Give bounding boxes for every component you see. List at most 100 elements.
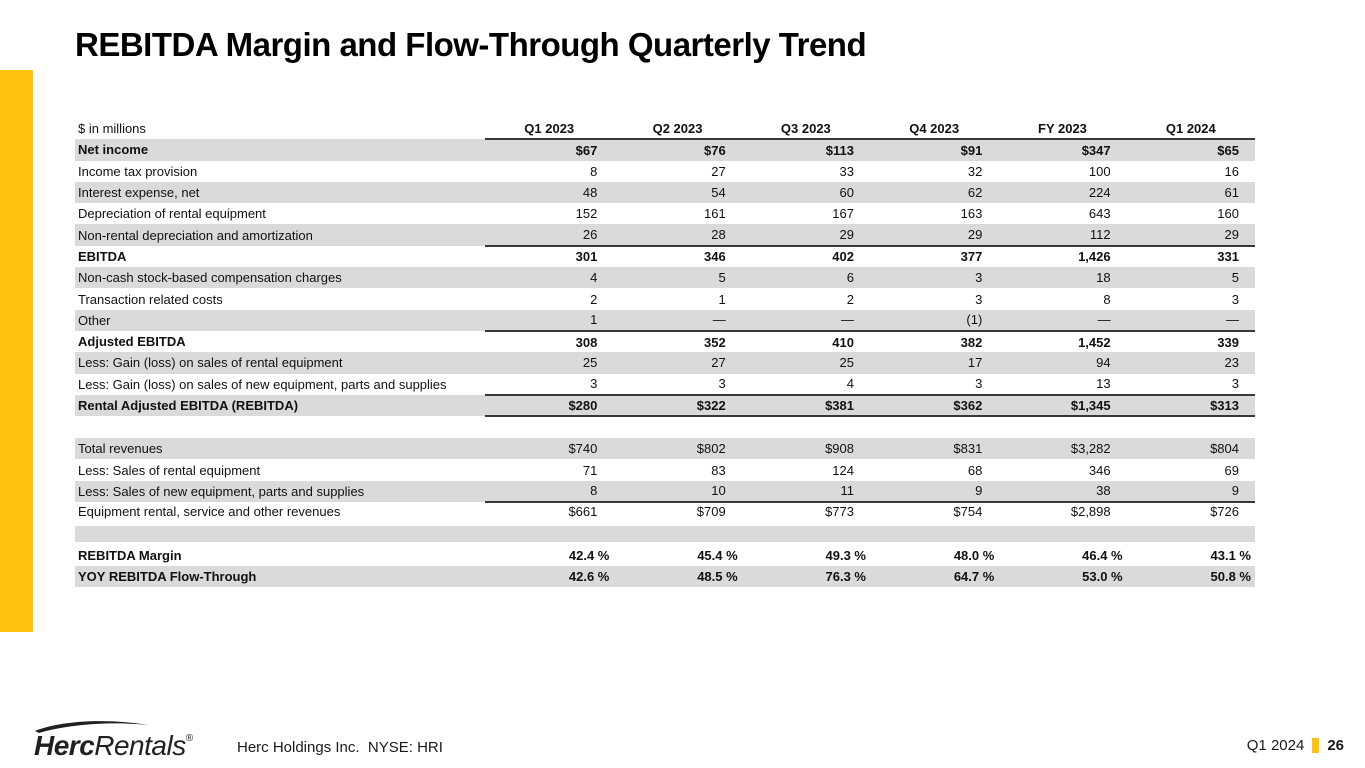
row-label: Less: Sales of rental equipment — [78, 462, 261, 478]
cell-value: 33 — [839, 163, 854, 179]
cell-value: — — [998, 309, 1127, 332]
cell-value: 48.0 % — [953, 548, 995, 564]
logo-wordmark: HercRentals® — [34, 730, 193, 762]
cell-value: 8 — [485, 480, 614, 504]
cell-value: 5 — [1126, 267, 1255, 289]
cell-value: 42.4 % — [568, 548, 610, 564]
cell-value: $754 — [870, 502, 999, 525]
cell-value: $322 — [613, 394, 742, 418]
cell-value: 3 — [870, 373, 999, 396]
cell-value: $804 — [1126, 438, 1255, 460]
row-label: Net income — [75, 139, 486, 161]
cell-value: 346 — [703, 249, 726, 265]
cell-value: 60 — [741, 181, 870, 204]
cell-value: 346 — [1088, 462, 1111, 478]
cell-value: $381 — [741, 394, 870, 418]
cell-value: 27 — [711, 163, 726, 179]
cell-value: $661 — [485, 502, 614, 525]
cell-value: 13 — [998, 373, 1127, 396]
slide-accent-bar — [0, 70, 33, 632]
row-label: Adjusted EBITDA — [78, 334, 186, 350]
cell-value: 410 — [832, 334, 854, 350]
financial-table-container: $ in millions Q1 2023 Q2 2023 Q3 2023 Q4 20… — [75, 118, 1255, 587]
cell-value: 9 — [1126, 480, 1255, 504]
table-row: Transaction related costs 2 1 2 3 8 3 — [75, 288, 1255, 309]
cell-value: 2 — [590, 291, 598, 307]
registered-trademark-symbol: ® — [185, 733, 194, 744]
cell-value: 45.4 % — [697, 548, 738, 564]
row-label: Interest expense, net — [75, 181, 486, 204]
cell-value: 17 — [870, 352, 999, 374]
cell-value: 43.1 % — [1210, 548, 1251, 564]
cell-value: $67 — [485, 139, 614, 161]
column-header: Q1 2023 — [485, 118, 614, 141]
cell-value: 163 — [960, 206, 983, 222]
cell-value: $773 — [741, 502, 870, 525]
cell-value: 2 — [846, 291, 854, 307]
cell-value: 42.6 % — [485, 565, 614, 587]
row-label: Equipment rental, service and other reve… — [78, 503, 341, 519]
cell-value: 10 — [613, 480, 742, 504]
spacer-cell — [75, 416, 1255, 439]
cell-value: $2,898 — [998, 502, 1127, 525]
table-header-row: $ in millions Q1 2023 Q2 2023 Q3 2023 Q4 20… — [75, 118, 1255, 141]
cell-value: $362 — [870, 394, 999, 418]
logo-text-rentals: Rentals — [94, 730, 186, 761]
cell-value: — — [741, 309, 870, 332]
table-row: Equipment rental, service and other reve… — [75, 502, 1255, 525]
row-label: REBITDA Margin — [78, 548, 182, 564]
cell-value: $313 — [1126, 394, 1255, 418]
table-row: Less: Sales of new equipment, parts and … — [75, 480, 1255, 504]
cell-value: $113 — [741, 139, 870, 161]
table-row: EBITDA 301 346 402 377 1,426 331 — [75, 246, 1255, 267]
cell-value: 29 — [741, 224, 870, 247]
cell-value: 4 — [485, 267, 614, 289]
cell-value: 152 — [575, 206, 598, 222]
cell-value: 29 — [870, 224, 999, 247]
table-row: Adjusted EBITDA 308 352 410 382 1,452 339 — [75, 331, 1255, 352]
table-row: Depreciation of rental equipment 152 161 16… — [75, 203, 1255, 224]
cell-value: 50.8 % — [1126, 565, 1255, 587]
row-label: Less: Gain (loss) on sales of rental equ… — [75, 352, 486, 374]
cell-value: 46.4 % — [1082, 548, 1123, 564]
cell-value: 1,426 — [1078, 249, 1111, 265]
table-row: Non-rental depreciation and amortization… — [75, 224, 1255, 247]
spacer-cell — [75, 520, 1255, 547]
table-row: Less: Sales of rental equipment 71 83 124 68… — [75, 459, 1255, 480]
cell-value: 3 — [1231, 291, 1239, 307]
footer-period-label: Q1 2024 — [1246, 737, 1305, 754]
cell-value: 331 — [1217, 249, 1239, 265]
page-title: REBITDA Margin and Flow-Through Quarterl… — [75, 26, 867, 63]
row-label: Income tax provision — [78, 163, 198, 179]
row-label: Other — [75, 309, 486, 331]
cell-value: 100 — [1088, 163, 1111, 179]
cell-value: 124 — [832, 462, 854, 478]
cell-value: 224 — [998, 181, 1127, 204]
cell-value: 5 — [613, 267, 742, 289]
cell-value: 3 — [975, 291, 983, 307]
column-header: FY 2023 — [998, 118, 1127, 141]
cell-value: $908 — [741, 438, 870, 460]
column-header: Q2 2023 — [613, 118, 742, 141]
cell-value: 62 — [870, 181, 999, 204]
cell-value: 308 — [575, 334, 598, 350]
cell-value: 402 — [832, 249, 854, 265]
cell-value: $347 — [998, 139, 1127, 161]
cell-value: 25 — [741, 352, 870, 374]
cell-value: $65 — [1126, 139, 1255, 161]
cell-value: 48.5 % — [613, 565, 742, 587]
cell-value: 3 — [870, 267, 999, 289]
footer-right-group: Q1 2024 26 — [1247, 737, 1344, 754]
row-label: Rental Adjusted EBITDA (REBITDA) — [75, 394, 486, 417]
table-row: Less: Gain (loss) on sales of new equipm… — [75, 373, 1255, 396]
cell-value: 68 — [967, 462, 983, 478]
cell-value: 28 — [613, 224, 742, 247]
cell-value: — — [1126, 309, 1255, 332]
cell-value: 83 — [711, 462, 726, 478]
cell-value: $76 — [613, 139, 742, 161]
cell-value: 167 — [832, 206, 854, 222]
cell-value: 64.7 % — [870, 565, 999, 587]
cell-value: 643 — [1088, 206, 1111, 222]
table-row: YOY REBITDA Flow-Through 42.6 % 48.5 % 76.3… — [75, 565, 1255, 587]
row-label: Non-cash stock-based compensation charge… — [75, 267, 486, 289]
